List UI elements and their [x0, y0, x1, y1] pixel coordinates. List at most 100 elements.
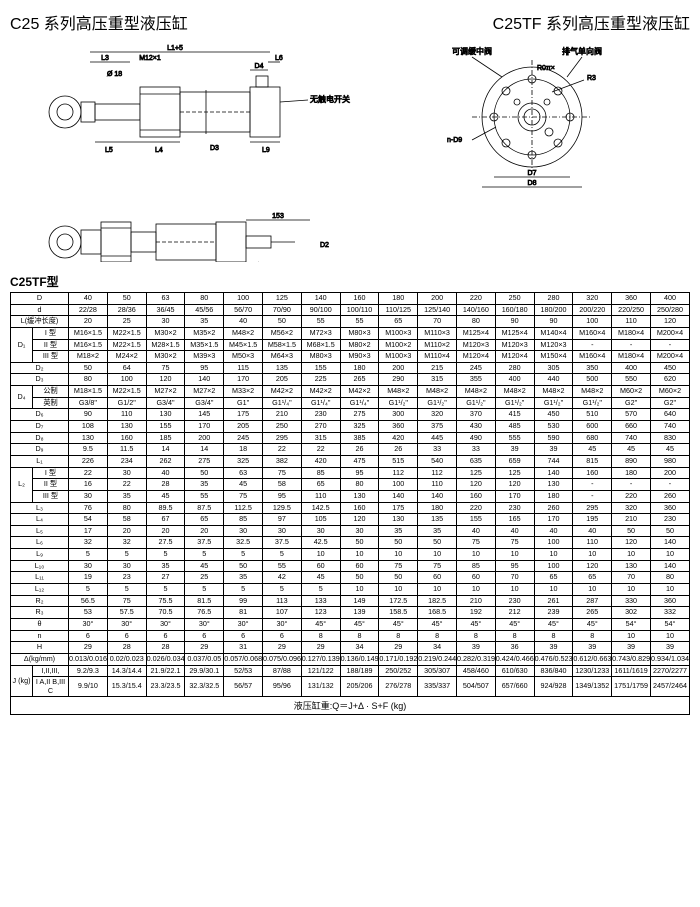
- cell: 30: [146, 316, 185, 328]
- cell: 70: [495, 572, 534, 584]
- cell: 555: [495, 432, 534, 444]
- cell: 8: [301, 630, 340, 642]
- cell: G1¹/₂": [379, 397, 418, 409]
- cell: 10: [534, 549, 573, 561]
- cell: 45: [146, 490, 185, 502]
- cell: 28/36: [107, 304, 146, 316]
- cell: 890: [612, 455, 651, 467]
- cell: 165: [495, 514, 534, 526]
- cell: 10: [379, 584, 418, 596]
- cell: 30: [107, 467, 146, 479]
- cell: 20: [146, 525, 185, 537]
- cell: 230: [301, 409, 340, 421]
- row-header-2: I 型: [33, 467, 69, 479]
- cell: M200×4: [650, 351, 689, 363]
- cell: 215: [418, 362, 457, 374]
- cell: 250: [495, 293, 534, 305]
- cell: 29: [379, 642, 418, 654]
- cell: 50: [612, 525, 651, 537]
- cell: 110: [107, 409, 146, 421]
- cell: 100: [224, 293, 263, 305]
- cell: 16: [69, 479, 108, 491]
- cell: 1751/1759: [612, 677, 651, 697]
- cell: 140/160: [456, 304, 495, 316]
- cell: 125: [495, 467, 534, 479]
- cell: M48×2: [456, 386, 495, 398]
- cell: 220: [456, 293, 495, 305]
- cell: 50: [224, 560, 263, 572]
- cell: 113: [263, 595, 302, 607]
- cell: 305: [534, 362, 573, 374]
- cell: 80: [69, 374, 108, 386]
- cell: 133: [301, 595, 340, 607]
- cell: M18×2: [69, 351, 108, 363]
- cell: 70: [612, 572, 651, 584]
- cell: 8: [340, 630, 379, 642]
- cell: 100: [107, 374, 146, 386]
- cell: 0.127/0.139: [301, 653, 340, 665]
- table-row: R₃5357.570.576.581107123139158.5168.5192…: [11, 607, 690, 619]
- cell: G1¹/₂": [495, 397, 534, 409]
- cell: 180: [340, 362, 379, 374]
- cell: 10: [573, 584, 612, 596]
- cell: 28: [146, 642, 185, 654]
- cell: 182.5: [418, 595, 457, 607]
- cell: 315: [418, 374, 457, 386]
- cell: 8: [573, 630, 612, 642]
- cell: 10: [534, 584, 573, 596]
- cell: 657/660: [495, 677, 534, 697]
- cell: 90: [534, 316, 573, 328]
- cell: M60×2: [612, 386, 651, 398]
- cell: 39: [495, 444, 534, 456]
- cell: G1¹/₂": [534, 397, 573, 409]
- cell: 510: [573, 409, 612, 421]
- cell: 54°: [612, 618, 651, 630]
- cell: 458/460: [456, 665, 495, 677]
- spec-table: D405063801001251401601802002202502803203…: [10, 292, 690, 697]
- cell: 200: [379, 362, 418, 374]
- cell: 22: [107, 479, 146, 491]
- cell: 90: [495, 316, 534, 328]
- cell: 65: [573, 572, 612, 584]
- cell: G3/8": [69, 397, 108, 409]
- cell: 170: [534, 514, 573, 526]
- cell: 200: [650, 467, 689, 479]
- cell: 120: [495, 479, 534, 491]
- row-header-1: D₄: [11, 386, 33, 409]
- table-row: D₄公制M18×1.5M22×1.5M27×2M27×2M33×2M42×2M4…: [11, 386, 690, 398]
- cell: 450: [534, 409, 573, 421]
- cell: 6: [69, 630, 108, 642]
- cell: 205: [224, 421, 263, 433]
- cell: 400: [495, 374, 534, 386]
- table-row: D₈13016018520024529531538542044549055559…: [11, 432, 690, 444]
- cell: 14.3/14.4: [107, 665, 146, 677]
- svg-text:D7: D7: [528, 170, 537, 177]
- cell: 5: [107, 549, 146, 561]
- cell: 8: [534, 630, 573, 642]
- cell: M35×2: [185, 327, 224, 339]
- table-row: L₁₂5555555101010101010101010: [11, 584, 690, 596]
- cell: 45/56: [185, 304, 224, 316]
- cell: 239: [534, 607, 573, 619]
- cell: 280: [495, 362, 534, 374]
- cell: M35×1.5: [185, 339, 224, 351]
- cell: 125/140: [418, 304, 457, 316]
- cell: 270: [301, 421, 340, 433]
- cell: 660: [612, 421, 651, 433]
- cell: 65: [301, 479, 340, 491]
- cell: 287: [573, 595, 612, 607]
- cell: 260: [534, 502, 573, 514]
- cell: 5: [107, 584, 146, 596]
- cell: 27.5: [146, 537, 185, 549]
- cell: 110: [301, 490, 340, 502]
- cell: 29: [263, 642, 302, 654]
- row-header-1: Δ(kg/mm): [11, 653, 69, 665]
- table-row: H29282829312929342934393639393939: [11, 642, 690, 654]
- cell: M64×3: [263, 351, 302, 363]
- cell: 108: [69, 421, 108, 433]
- cell: 295: [573, 502, 612, 514]
- cell: 155: [301, 362, 340, 374]
- cell: M30×2: [146, 351, 185, 363]
- cell: 6: [185, 630, 224, 642]
- cell: 5: [69, 549, 108, 561]
